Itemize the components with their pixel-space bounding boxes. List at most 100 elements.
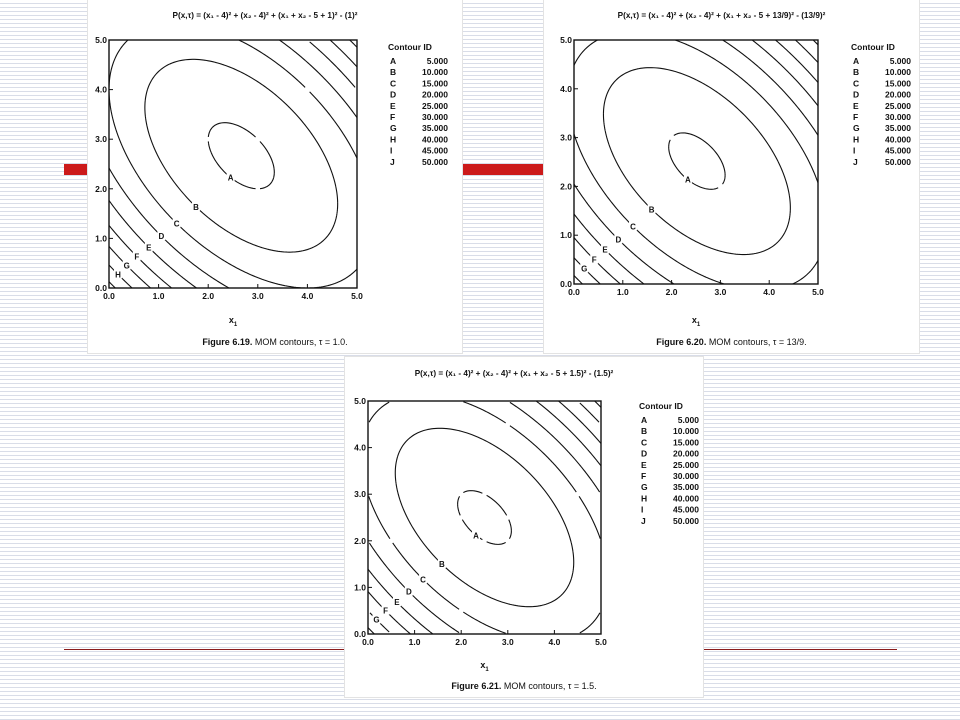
legend-value-e: 25.000 — [422, 101, 448, 111]
contour-label-c: C — [630, 222, 636, 231]
legend-value-c: 15.000 — [422, 78, 448, 88]
contour-label-bg — [122, 260, 131, 270]
contour-line-h — [368, 401, 601, 634]
legend-id-g: G — [853, 123, 860, 133]
contour-label-c: C — [420, 575, 426, 584]
x-tick-label: 3.0 — [252, 291, 264, 301]
contour-line-e — [574, 40, 818, 284]
contour-line-g — [574, 40, 818, 284]
contour-label-e: E — [602, 246, 608, 255]
figure-panel-6-21: P(x,τ) = (x₁ - 4)² + (x₂ - 4)² + (x₁ + x… — [345, 357, 703, 697]
legend-id-j: J — [641, 516, 646, 526]
legend-value-i: 45.000 — [422, 146, 448, 156]
legend-id-g: G — [641, 482, 648, 492]
contour-label-g: G — [124, 261, 130, 270]
legend-id-d: D — [390, 90, 396, 100]
legend-title: Contour ID — [639, 401, 683, 411]
contour-label-b: B — [193, 203, 199, 212]
contour-label-f: F — [592, 256, 597, 265]
legend-id-b: B — [390, 67, 396, 77]
footer-rule-right — [703, 649, 897, 650]
contour-label-f: F — [383, 607, 388, 616]
y-tick-label: 1.0 — [354, 582, 366, 592]
legend-value-a: 5.000 — [427, 56, 449, 66]
contour-label-bg — [172, 218, 181, 228]
plot-frame — [573, 39, 819, 285]
contour-label-a: A — [685, 176, 691, 185]
contour-label-b: B — [649, 205, 655, 214]
x-axis-label: x1 — [692, 315, 701, 328]
contour-line-a — [457, 490, 512, 545]
legend-id-b: B — [641, 426, 647, 436]
legend-value-f: 30.000 — [673, 471, 699, 481]
contour-label-bg — [226, 172, 235, 182]
contour-label-bg — [419, 574, 428, 584]
legend-value-b: 10.000 — [422, 67, 448, 77]
contour-label-bg — [683, 174, 692, 184]
y-tick-label: 2.0 — [354, 536, 366, 546]
legend-id-b: B — [853, 67, 859, 77]
contour-line-d — [109, 40, 357, 288]
contour-label-d: D — [615, 235, 621, 244]
x-tick-label: 4.0 — [763, 287, 775, 297]
figure-panel-6-19: P(x,τ) = (x₁ - 4)² + (x₂ - 4)² + (x₁ + x… — [88, 0, 462, 353]
legend-value-f: 30.000 — [885, 112, 911, 122]
x-tick-label: 0.0 — [362, 637, 374, 647]
y-tick-label: 2.0 — [95, 184, 107, 194]
x-tick-label: 0.0 — [103, 291, 115, 301]
contour-label-f: F — [134, 252, 139, 261]
contour-label-bg — [647, 204, 656, 214]
x-tick-label: 2.0 — [455, 637, 467, 647]
x-tick-label: 3.0 — [502, 637, 514, 647]
legend-id-a: A — [641, 415, 647, 425]
contour-label-d: D — [406, 588, 412, 597]
contour-chart-6-20: P(x,τ) = (x₁ - 4)² + (x₂ - 4)² + (x₁ + x… — [560, 11, 911, 347]
y-tick-label: 3.0 — [95, 134, 107, 144]
contour-label-bg — [629, 221, 638, 231]
plot-frame — [367, 400, 602, 635]
contour-chart-6-19: P(x,τ) = (x₁ - 4)² + (x₂ - 4)² + (x₁ + x… — [95, 11, 449, 347]
contour-label-bg — [372, 614, 381, 624]
chart-equation: P(x,τ) = (x₁ - 4)² + (x₂ - 4)² + (x₁ + x… — [618, 11, 826, 20]
contour-label-bg — [601, 244, 610, 254]
y-tick-label: 1.0 — [95, 233, 107, 243]
legend-value-b: 10.000 — [673, 426, 699, 436]
legend-title: Contour ID — [851, 42, 895, 52]
footer-rule-left — [64, 649, 345, 650]
contour-label-e: E — [394, 598, 400, 607]
legend-value-i: 45.000 — [673, 505, 699, 515]
legend-id-e: E — [390, 101, 396, 111]
x-tick-label: 5.0 — [351, 291, 363, 301]
contour-label-h: H — [115, 270, 121, 279]
y-tick-label: 5.0 — [354, 396, 366, 406]
contour-line-h — [574, 40, 818, 284]
legend-value-f: 30.000 — [422, 112, 448, 122]
legend-id-f: F — [853, 112, 858, 122]
contour-line-i — [109, 281, 116, 288]
y-tick-label: 3.0 — [354, 489, 366, 499]
legend-id-f: F — [641, 471, 646, 481]
legend-value-d: 20.000 — [673, 449, 699, 459]
contour-label-bg — [590, 254, 599, 264]
legend-id-e: E — [853, 101, 859, 111]
legend-id-f: F — [390, 112, 395, 122]
y-tick-label: 5.0 — [95, 35, 107, 45]
accent-bar-middle — [462, 164, 544, 175]
contour-label-bg — [580, 263, 589, 273]
y-tick-label: 2.0 — [560, 181, 572, 191]
legend-value-d: 20.000 — [422, 90, 448, 100]
legend-value-c: 15.000 — [673, 437, 699, 447]
legend-value-j: 50.000 — [422, 157, 448, 167]
legend-value-e: 25.000 — [673, 460, 699, 470]
contour-line-c — [368, 401, 601, 634]
y-tick-label: 4.0 — [560, 84, 572, 94]
plot-frame — [108, 39, 358, 289]
x-tick-label: 1.0 — [409, 637, 421, 647]
legend-value-i: 45.000 — [885, 146, 911, 156]
y-tick-label: 0.0 — [354, 629, 366, 639]
legend-id-d: D — [853, 90, 859, 100]
figure-caption: Figure 6.20. MOM contours, τ = 13/9. — [656, 337, 806, 347]
legend-id-d: D — [641, 449, 647, 459]
contour-label-bg — [157, 231, 166, 241]
legend-id-g: G — [390, 123, 397, 133]
